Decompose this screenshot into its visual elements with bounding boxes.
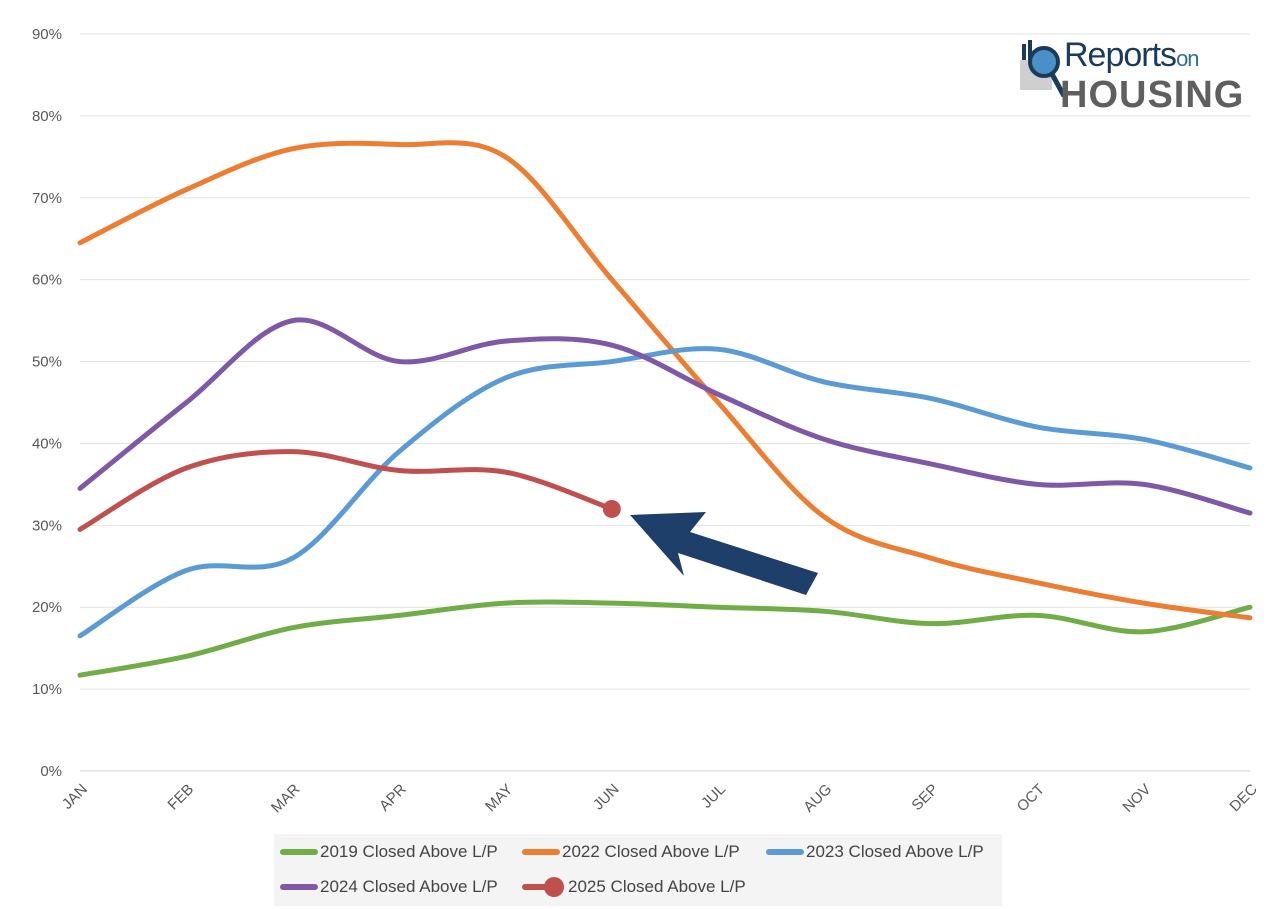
end-marker: [602, 499, 621, 518]
series-line-2019: [77, 599, 1253, 678]
y-tick-label: 20%: [32, 599, 62, 616]
y-tick-label: 40%: [32, 435, 62, 452]
legend-item-2022: 2022 Closed Above L/P: [522, 842, 740, 862]
x-tick-label: JAN: [59, 781, 91, 813]
y-axis-ticks: 0% 10% 20% 30% 40% 50% 60% 70% 80% 90%: [32, 26, 62, 780]
legend-item-2023: 2023 Closed Above L/P: [766, 842, 984, 862]
x-tick-label: MAY: [482, 781, 516, 815]
logo-text-on: on: [1176, 46, 1200, 71]
y-tick-label: 50%: [32, 354, 62, 371]
y-tick-label: 70%: [32, 190, 62, 207]
x-tick-label: AUG: [800, 781, 835, 816]
gridlines: [80, 33, 1250, 772]
legend: 2019 Closed Above L/P 2022 Closed Above …: [274, 834, 1002, 906]
series-line-2022: [77, 140, 1253, 621]
logo-text-housing: HOUSING: [1060, 74, 1245, 116]
y-tick-label: 10%: [32, 681, 62, 698]
series-line-2025: [77, 449, 615, 532]
y-tick-label: 90%: [32, 26, 62, 43]
reports-on-housing-logo: Reportson HOUSING: [1018, 36, 1254, 122]
logo-text: Reports: [1064, 36, 1177, 74]
logo-magnifier-icon: [1020, 40, 1067, 98]
legend-item-2025: 2025 Closed Above L/P: [522, 877, 746, 897]
x-tick-label: NOV: [1119, 781, 1154, 816]
x-tick-label: SEP: [908, 781, 941, 814]
x-tick-label: JUL: [698, 781, 729, 812]
x-tick-label: MAR: [268, 781, 304, 817]
x-tick-label: OCT: [1014, 781, 1048, 815]
y-tick-label: 80%: [32, 108, 62, 125]
x-tick-label: JUN: [590, 781, 623, 814]
y-tick-label: 60%: [32, 272, 62, 289]
series-line-2024: [77, 317, 1253, 516]
legend-item-2024: 2024 Closed Above L/P: [280, 877, 498, 897]
series-lines: [77, 140, 1253, 678]
legend-item-2019: 2019 Closed Above L/P: [280, 842, 498, 862]
x-tick-label: FEB: [165, 781, 198, 814]
x-tick-label: APR: [376, 781, 410, 815]
y-tick-label: 30%: [32, 517, 62, 534]
arrow-annotation: [630, 512, 818, 595]
x-axis-ticks: JAN FEB MAR APR MAY JUN JUL AUG SEP OCT NOV DEC: [59, 781, 1261, 817]
x-tick-label: DEC: [1226, 781, 1261, 816]
y-tick-label: 0%: [40, 763, 62, 780]
